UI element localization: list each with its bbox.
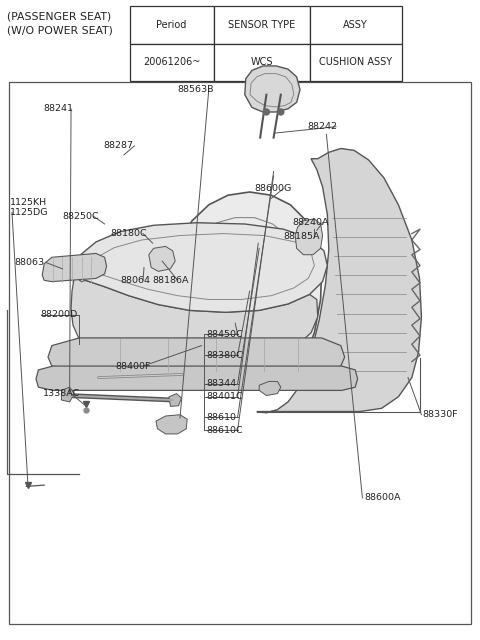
Text: 88185A: 88185A: [283, 232, 320, 241]
Text: 88180C: 88180C: [110, 229, 147, 238]
Polygon shape: [170, 192, 322, 379]
Text: 88600G: 88600G: [254, 184, 292, 193]
Text: 88450C: 88450C: [206, 330, 243, 339]
Polygon shape: [169, 394, 181, 406]
Polygon shape: [71, 276, 318, 366]
Text: (PASSENGER SEAT): (PASSENGER SEAT): [7, 12, 111, 22]
Text: 88250C: 88250C: [62, 212, 99, 221]
Text: 88600A: 88600A: [365, 493, 401, 502]
Polygon shape: [73, 223, 327, 312]
Polygon shape: [156, 415, 187, 434]
Text: (W/O POWER SEAT): (W/O POWER SEAT): [7, 26, 113, 36]
Bar: [214, 6, 310, 44]
Bar: [130, 6, 214, 44]
Text: 88287: 88287: [103, 141, 133, 150]
Text: WCS: WCS: [251, 57, 273, 67]
Text: Period: Period: [156, 20, 187, 30]
Polygon shape: [259, 381, 281, 396]
Polygon shape: [295, 219, 323, 255]
Polygon shape: [36, 366, 358, 390]
Text: 88242: 88242: [307, 122, 337, 131]
Text: 88400F: 88400F: [115, 362, 151, 371]
Text: 88063: 88063: [14, 258, 45, 267]
Text: 88241: 88241: [43, 104, 73, 113]
Text: 1338AC: 1338AC: [43, 389, 81, 398]
Text: 88610: 88610: [206, 413, 236, 422]
Text: CUSHION ASSY: CUSHION ASSY: [319, 57, 392, 67]
Text: 88563B: 88563B: [178, 85, 214, 94]
Text: 1125DG: 1125DG: [10, 208, 48, 217]
Text: 88401C: 88401C: [206, 392, 243, 401]
Polygon shape: [149, 246, 175, 271]
Text: 88064: 88064: [120, 276, 150, 285]
Polygon shape: [257, 148, 421, 413]
Polygon shape: [42, 253, 107, 282]
Text: 88186A: 88186A: [153, 276, 189, 285]
Text: 88330F: 88330F: [422, 410, 458, 419]
Polygon shape: [61, 387, 74, 402]
Text: ASSY: ASSY: [343, 20, 368, 30]
Text: 88240A: 88240A: [293, 218, 329, 227]
Polygon shape: [48, 338, 345, 371]
Text: 20061206~: 20061206~: [143, 57, 200, 67]
Circle shape: [278, 109, 284, 115]
Text: SENSOR TYPE: SENSOR TYPE: [228, 20, 295, 30]
Bar: [310, 6, 402, 44]
Circle shape: [264, 109, 269, 115]
Polygon shape: [245, 66, 300, 112]
Bar: [214, 44, 310, 81]
Bar: [310, 44, 402, 81]
Bar: [9, 82, 471, 624]
Text: 88610C: 88610C: [206, 426, 243, 435]
Text: 88380C: 88380C: [206, 351, 243, 360]
Bar: [130, 44, 214, 81]
Text: 88344: 88344: [206, 380, 237, 388]
Text: 1125KH: 1125KH: [10, 198, 47, 207]
Text: 88200D: 88200D: [41, 310, 78, 319]
